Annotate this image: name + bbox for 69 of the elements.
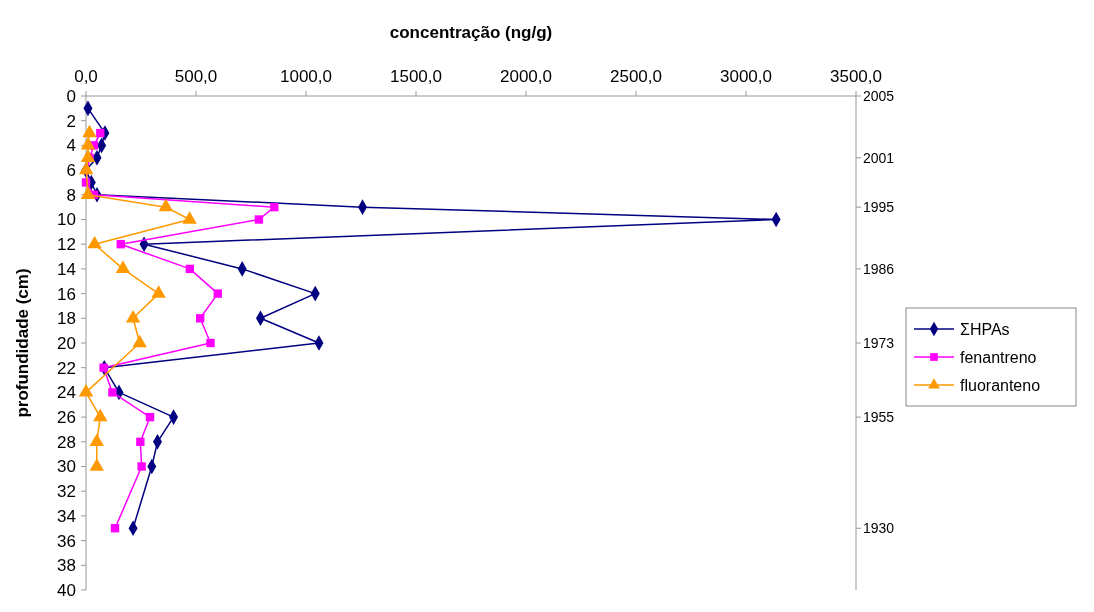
point (145, 412, 155, 422)
x-tick-label: 3000,0 (720, 67, 772, 86)
legend-label: ΣHPAs (960, 320, 1010, 338)
category-label: 2005 (863, 87, 895, 104)
category-label: 1986 (863, 260, 895, 277)
y-tick-label: 36 (57, 531, 76, 551)
y-tick-label: 10 (57, 210, 76, 230)
point (96, 128, 105, 138)
y-tick-label: 28 (57, 432, 76, 452)
category-label: 1955 (863, 409, 895, 425)
point (158, 198, 174, 212)
y-tick-label: 8 (66, 185, 76, 205)
legend-label: fenantreno (960, 348, 1037, 366)
point (87, 235, 102, 249)
y-tick-label: 20 (57, 333, 76, 353)
y-tick-label: 22 (57, 358, 76, 378)
y-tick-label: 16 (57, 284, 76, 304)
y-tick-label: 2 (66, 111, 76, 131)
y-tick-label: 30 (57, 457, 76, 477)
x-tick-label: 1500,0 (390, 67, 442, 86)
point (151, 285, 166, 298)
x-tick-label: 2000,0 (500, 67, 552, 86)
point (80, 149, 96, 162)
y-tick-label: 12 (57, 235, 76, 255)
y-tick-label: 38 (57, 556, 76, 576)
point (213, 289, 222, 298)
y-axis-title: profundidade (cm) (13, 268, 32, 418)
point (125, 309, 141, 323)
point (270, 202, 279, 212)
point (116, 240, 125, 249)
legend-label: fluoranteno (960, 376, 1041, 394)
point (132, 334, 147, 348)
x-tick-label: 2500,0 (610, 67, 662, 86)
category-label: 1995 (863, 199, 895, 216)
point (80, 137, 96, 150)
point (89, 433, 104, 446)
point (115, 260, 131, 274)
y-tick-label: 6 (66, 161, 76, 181)
point (78, 384, 94, 397)
y-tick-label: 14 (57, 259, 76, 279)
point (137, 462, 146, 471)
x-tick-label: 0,0 (74, 67, 98, 86)
y-tick-label: 18 (57, 309, 76, 329)
x-tick-label: 500,0 (174, 67, 218, 86)
category-label: 1930 (863, 520, 895, 537)
point (185, 264, 195, 274)
point (110, 524, 120, 533)
x-tick-label: 3500,0 (830, 67, 882, 86)
y-tick-label: 4 (66, 136, 76, 156)
point (80, 186, 96, 199)
point (206, 338, 215, 348)
point (196, 314, 205, 323)
point (82, 124, 97, 138)
y-tick-label: 0 (66, 86, 76, 106)
x-tick-label: 1000,0 (280, 67, 332, 86)
point (93, 408, 108, 422)
point (89, 458, 104, 471)
y-tick-label: 26 (57, 408, 76, 428)
y-tick-label: 40 (57, 580, 76, 600)
category-label: 1973 (863, 334, 895, 351)
y-tick-label: 32 (57, 482, 76, 502)
point (182, 211, 197, 224)
category-label: 2001 (863, 149, 895, 166)
point (254, 215, 264, 224)
y-tick-label: 34 (57, 506, 76, 526)
point (136, 437, 145, 446)
x-axis-title: concentração (ng/g) (389, 23, 553, 42)
y-tick-label: 24 (57, 383, 76, 403)
point (108, 388, 117, 397)
